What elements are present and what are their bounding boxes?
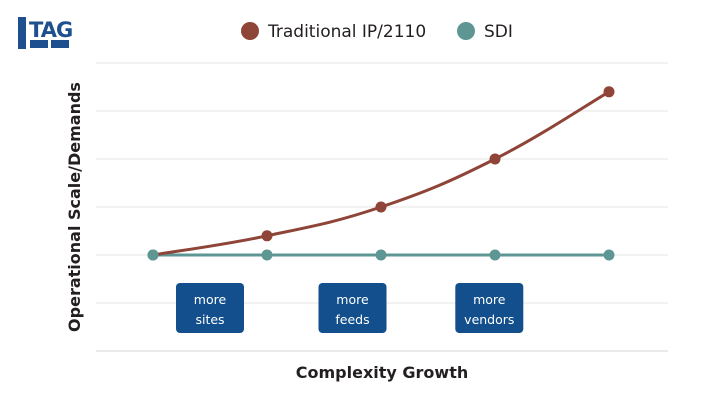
x-axis-title: Complexity Growth (296, 363, 468, 382)
series-layer (147, 86, 615, 261)
annotation-text: sites (195, 312, 224, 327)
annotation-box-bg (455, 283, 524, 333)
annotation-text: more (473, 292, 506, 307)
legend-marker-sdi (457, 22, 475, 40)
annotation-text: more (336, 292, 369, 307)
data-point-sdi (603, 249, 615, 261)
logo-bar-bottom-right (51, 40, 69, 48)
annotation-box-bg (176, 283, 244, 333)
annotation-box: more feeds (318, 283, 387, 333)
annotation-boxes: more sites more feeds more vendors (176, 283, 524, 333)
tag-logo: TAG (18, 17, 73, 49)
data-point-traditional (603, 86, 615, 98)
legend-label-sdi: SDI (484, 22, 513, 42)
annotation-text: vendors (464, 312, 514, 327)
annotation-box: more sites (176, 283, 244, 333)
logo-text: TAG (29, 18, 72, 42)
series-line-traditional (152, 90, 610, 257)
annotation-text: feeds (335, 312, 369, 327)
data-point-sdi (489, 249, 501, 261)
logo-bar-bottom-left (30, 40, 48, 48)
annotation-text: more (194, 292, 227, 307)
data-point-traditional (489, 153, 501, 165)
annotation-box: more vendors (455, 283, 524, 333)
annotation-box-bg (318, 283, 387, 333)
data-point-sdi (261, 249, 273, 261)
data-point-sdi-start (147, 249, 159, 261)
data-point-traditional (261, 230, 273, 242)
data-point-sdi (375, 249, 387, 261)
legend-label-traditional: Traditional IP/2110 (267, 22, 426, 42)
legend: Traditional IP/2110 SDI (241, 22, 513, 42)
data-point-traditional (375, 201, 387, 213)
logo-bar-vertical (18, 17, 26, 49)
y-axis-title: Operational Scale/Demands (65, 82, 84, 332)
legend-marker-traditional (241, 22, 259, 40)
